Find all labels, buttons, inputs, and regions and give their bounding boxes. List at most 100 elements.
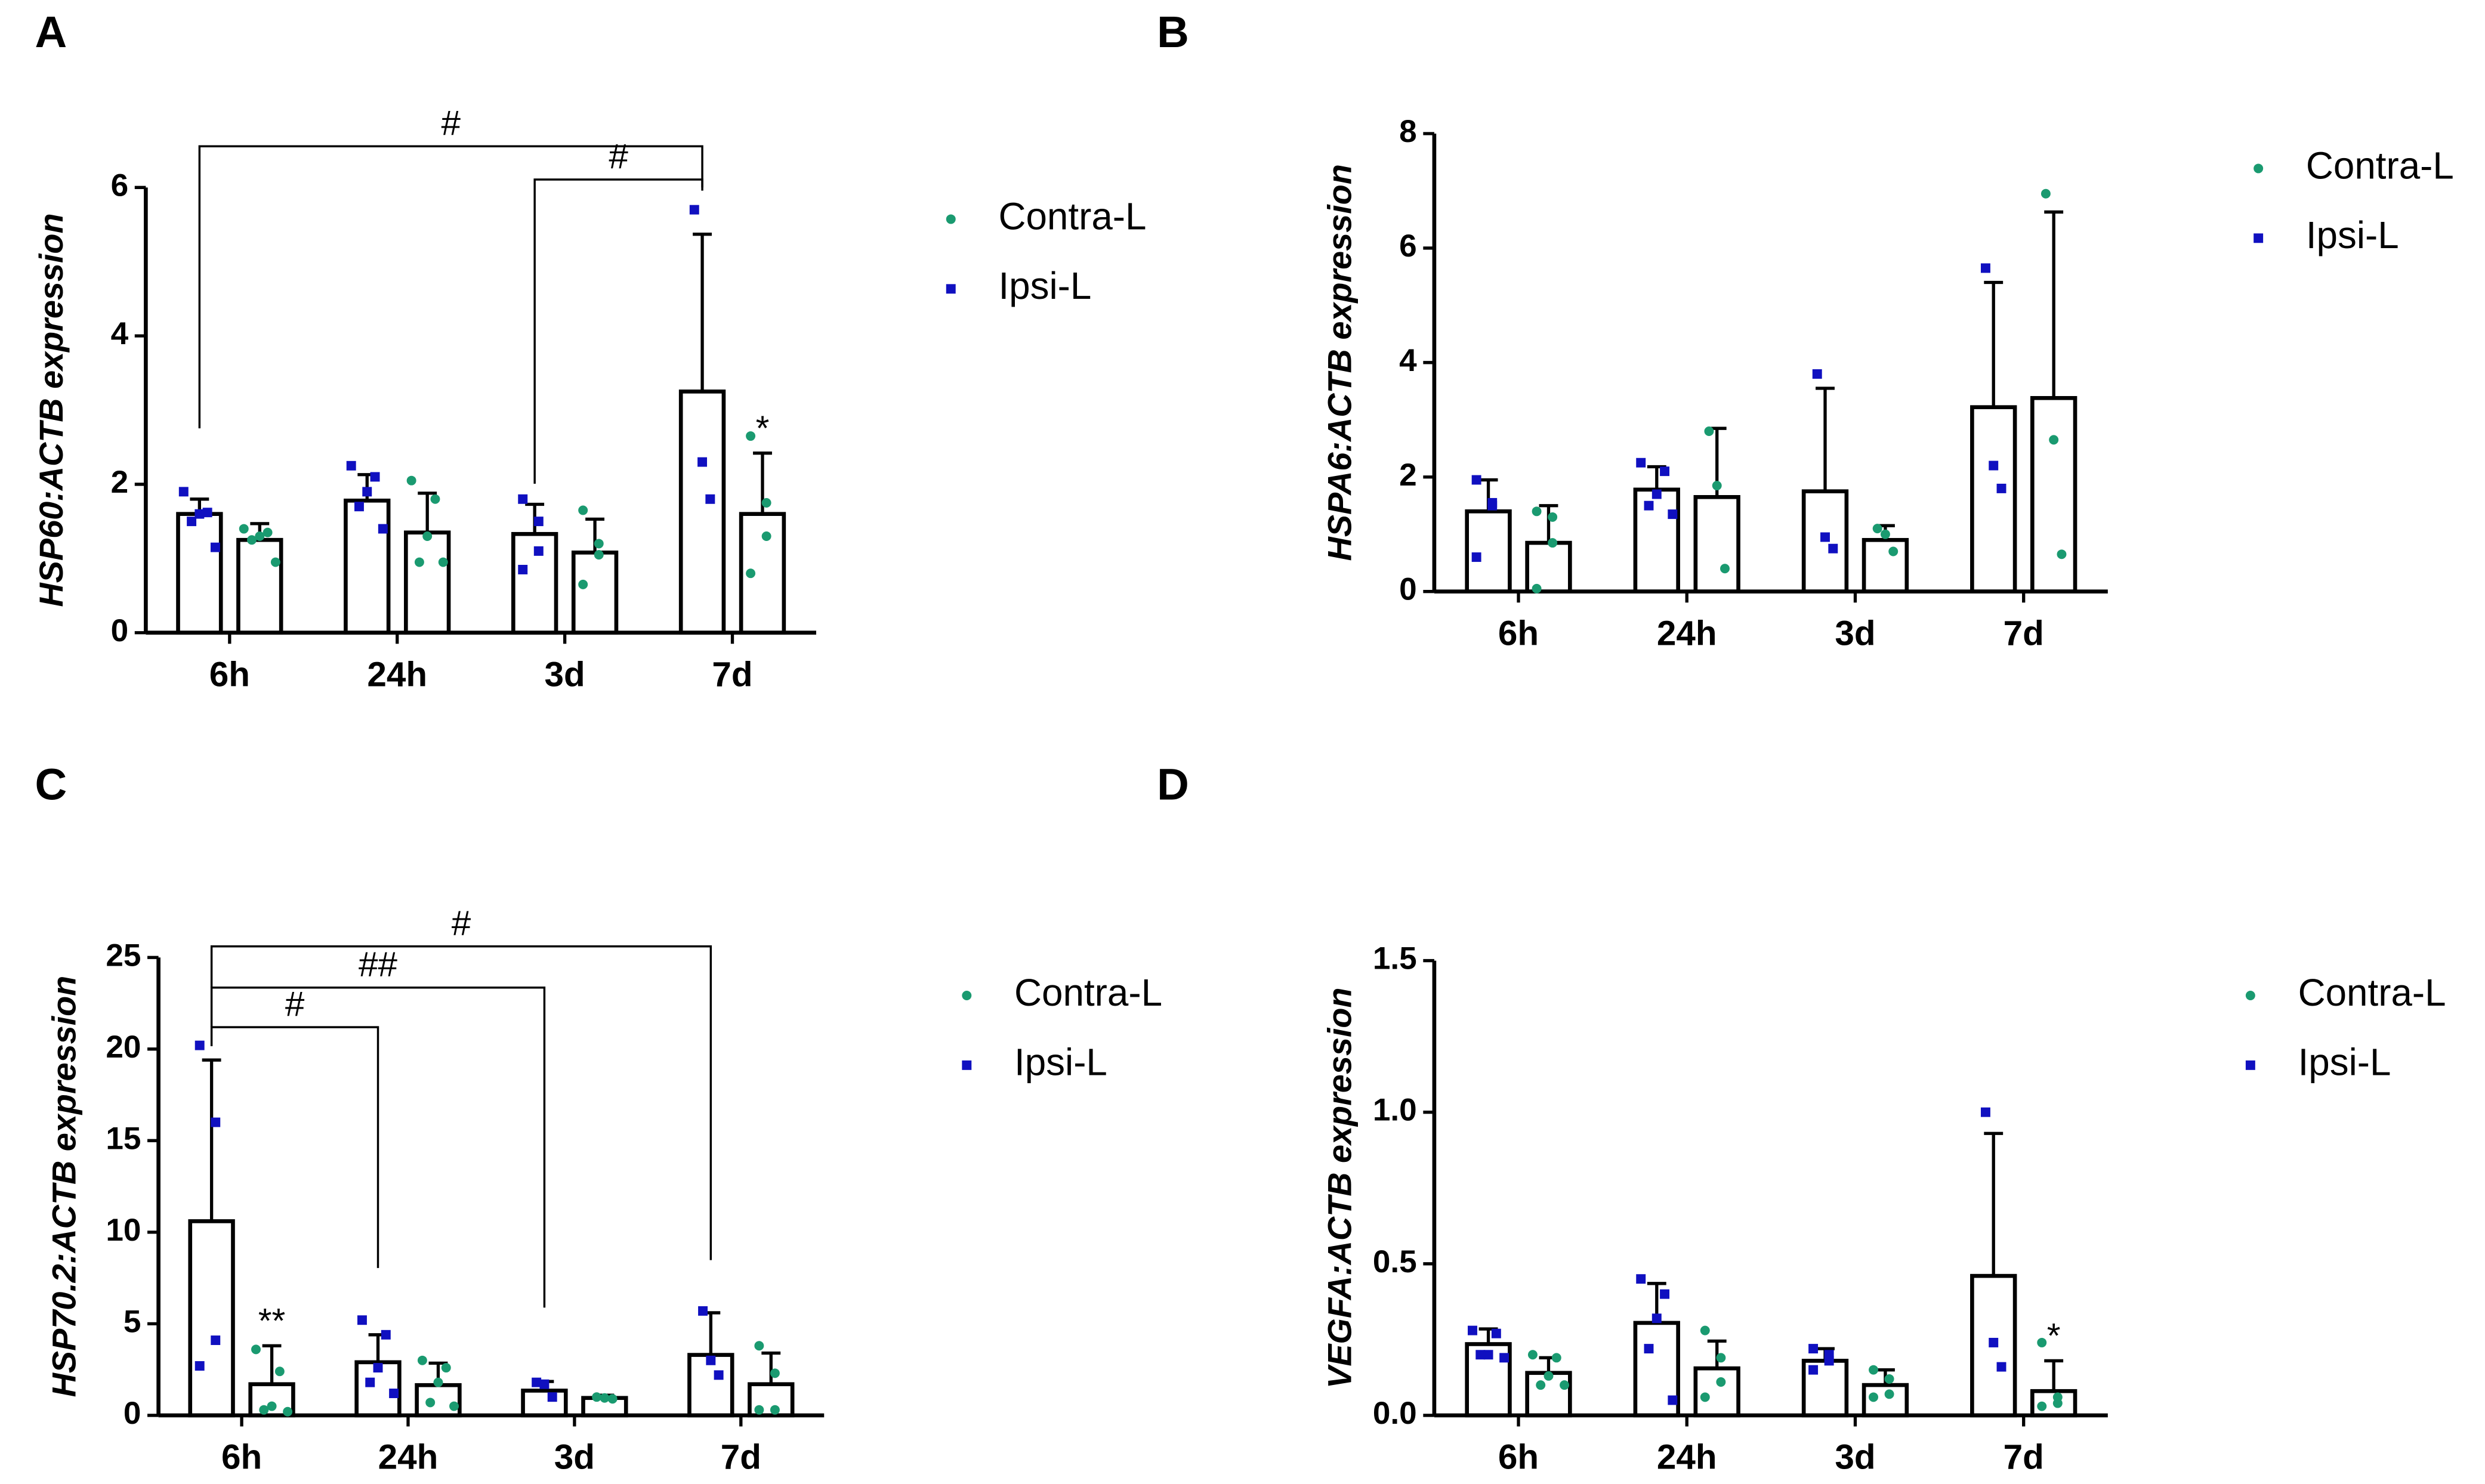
data-point [2037, 1401, 2047, 1411]
data-point [1644, 500, 1654, 511]
data-point [1716, 1377, 1726, 1387]
x-tick-label: 7d [712, 656, 752, 694]
legend-label: Ipsi-L [998, 264, 1091, 307]
data-point [1644, 1344, 1654, 1354]
bar [1525, 540, 1572, 593]
data-point [1551, 1353, 1561, 1363]
data-point [532, 1377, 542, 1387]
data-point [746, 431, 756, 441]
y-tick-label: 4 [1399, 343, 1417, 378]
data-point [263, 527, 273, 537]
data-point [770, 1405, 780, 1415]
panel-letter: C [35, 760, 67, 809]
data-point [754, 1405, 764, 1415]
y-tick-label: 20 [106, 1029, 141, 1065]
data-point [1532, 506, 1542, 517]
data-point [1820, 532, 1830, 542]
data-point [210, 542, 220, 552]
bar [511, 531, 558, 635]
data-point [1884, 1374, 1894, 1384]
data-point [1704, 426, 1714, 436]
data-point [381, 1330, 391, 1340]
data-point [518, 494, 528, 504]
bar [248, 1382, 295, 1418]
data-point [1712, 481, 1722, 491]
data-point [1660, 466, 1670, 477]
y-tick-label: 1.0 [1373, 1093, 1417, 1128]
data-point [1980, 1107, 1990, 1117]
data-point [754, 1341, 764, 1351]
y-tick-label: 8 [1399, 114, 1417, 149]
data-point [346, 460, 356, 471]
legend-marker [2245, 991, 2255, 1000]
bar [176, 512, 223, 635]
x-tick-label: 3d [1835, 1438, 1875, 1477]
x-tick-label: 3d [545, 656, 585, 694]
data-point [705, 494, 715, 504]
significance-bracket [210, 1026, 379, 1268]
data-point [1471, 475, 1481, 485]
legend-marker [2254, 163, 2264, 174]
x-tick-label: 24h [1657, 614, 1717, 653]
data-point [770, 1368, 780, 1378]
data-point [373, 1363, 383, 1373]
legend-label: Contra-L [2306, 144, 2454, 187]
y-tick-label: 0 [124, 1396, 141, 1431]
data-point [578, 505, 588, 515]
data-point [433, 1377, 443, 1387]
x-tick-label: 6h [1498, 614, 1539, 653]
data-point [1536, 1380, 1546, 1390]
data-point [1700, 1325, 1710, 1335]
data-point [370, 472, 380, 482]
data-point [449, 1401, 459, 1411]
data-point [378, 524, 388, 534]
x-tick-label: 6h [1498, 1438, 1539, 1477]
data-point [1471, 552, 1481, 562]
bar [1862, 537, 1909, 593]
data-point [1808, 1344, 1819, 1354]
data-point [1668, 509, 1678, 520]
bar [2030, 1389, 2077, 1418]
significance-label: * [2047, 1317, 2061, 1356]
data-point [547, 1392, 557, 1402]
data-point [195, 1040, 205, 1050]
data-point [1544, 1371, 1554, 1381]
x-tick-label: 3d [554, 1438, 595, 1477]
bar [687, 1353, 734, 1418]
legend-marker [2254, 233, 2264, 243]
data-point [533, 546, 544, 556]
data-point [270, 557, 280, 567]
bar [2030, 396, 2077, 593]
data-point [1487, 500, 1498, 511]
x-tick-label: 6h [221, 1438, 262, 1477]
data-point [1636, 457, 1646, 468]
y-axis-label: HSP70.2:ACTB expression [45, 976, 82, 1398]
panel-letter: B [1157, 7, 1189, 57]
data-point [594, 550, 604, 560]
significance-bracket [210, 986, 546, 1308]
data-point [1828, 543, 1838, 554]
data-point [441, 1363, 451, 1373]
legend-label: Ipsi-L [2306, 214, 2399, 256]
data-point [247, 535, 257, 545]
bar [571, 551, 619, 635]
bar [678, 389, 726, 635]
data-point [1548, 538, 1558, 548]
data-point [1491, 1328, 1501, 1338]
data-point [425, 1398, 436, 1408]
data-point [354, 502, 364, 512]
x-tick-label: 7d [721, 1438, 761, 1477]
x-tick-label: 6h [209, 656, 250, 694]
y-tick-label: 2 [1399, 457, 1417, 493]
significance-label: # [609, 137, 628, 176]
significance-label: ## [359, 945, 397, 984]
data-point [211, 1335, 221, 1345]
data-point [1884, 1389, 1894, 1399]
data-point [2041, 188, 2051, 199]
significance-label: # [452, 904, 471, 943]
bar [236, 537, 283, 635]
data-point [1527, 1350, 1538, 1360]
bar [344, 498, 391, 635]
data-point [1869, 1392, 1878, 1402]
